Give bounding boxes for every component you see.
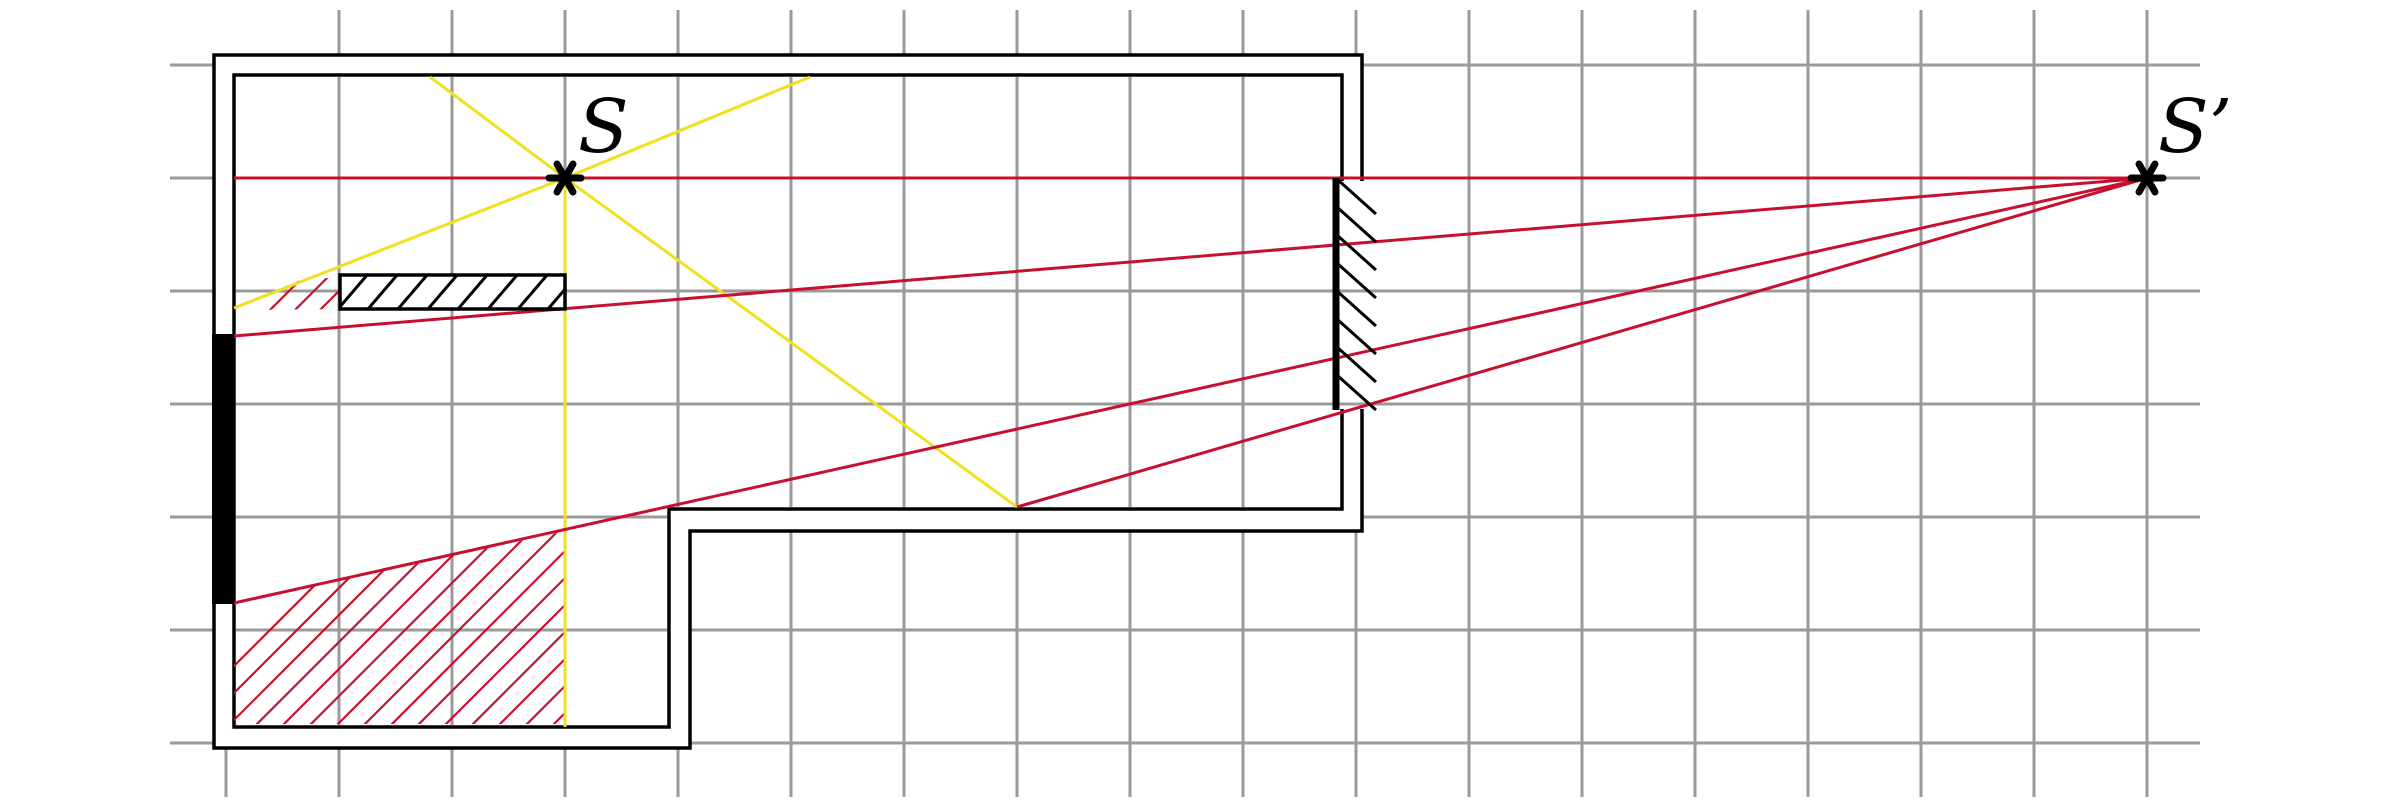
light-rays xyxy=(233,75,1018,727)
yellow-ray-to-left-wall xyxy=(233,176,566,310)
room-outer-wall xyxy=(212,53,1364,750)
yellow-ray-upper-right xyxy=(564,75,811,180)
image-label: S’ xyxy=(2158,84,2232,170)
hatched-obstacle-bar xyxy=(338,273,567,311)
source-point-star-icon xyxy=(545,160,585,196)
yellow-ray-to-floor xyxy=(564,176,1018,509)
source-label: S xyxy=(578,84,629,170)
red-ray-to-screen-bottom xyxy=(233,176,2148,605)
yellow-ray-upper-left xyxy=(429,75,566,180)
room-inner-wall xyxy=(232,73,1344,729)
black-screen-on-left-wall xyxy=(212,334,234,604)
image-point-star-icon xyxy=(2127,160,2167,196)
red-ray-to-floor xyxy=(1016,176,2148,509)
lower-shadow-hatch xyxy=(234,531,566,724)
mirror-with-hatch xyxy=(1332,178,1378,412)
